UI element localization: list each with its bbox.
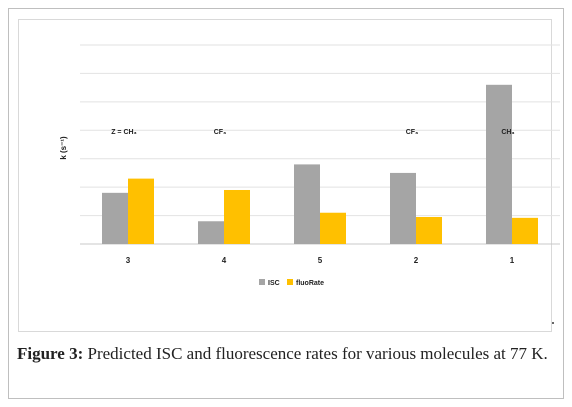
chart-area (18, 19, 552, 332)
annotation-label: Z = CH₃ (111, 129, 137, 136)
bar-fluoRate-2 (416, 216, 442, 244)
x-tick-label: 3 (126, 256, 131, 265)
legend-label-fluoRate: fluoRate (296, 280, 324, 287)
x-tick-label: 2 (414, 256, 419, 265)
bar-fluoRate-1 (512, 217, 538, 244)
bar-ISC-2 (390, 172, 416, 244)
x-tick-label: 1 (510, 256, 515, 265)
annotation-label: CF₃ (214, 129, 227, 136)
bar-ISC-1 (486, 84, 512, 244)
annotation-label: CF₃ (406, 129, 419, 136)
legend-swatch-ISC (259, 279, 265, 285)
bar-ISC-5 (294, 164, 320, 244)
annotation-label: CH₃ (501, 129, 514, 136)
bar-fluoRate-5 (320, 212, 346, 244)
legend-label-ISC: ISC (268, 280, 280, 287)
figure-frame (8, 8, 564, 399)
bar-ISC-4 (198, 221, 224, 244)
decorative-dot (552, 322, 554, 324)
legend-swatch-fluoRate (287, 279, 293, 285)
caption-text: Predicted ISC and fluorescence rates for… (83, 344, 548, 363)
x-tick-label: 5 (318, 256, 323, 265)
figure-caption: Figure 3: Predicted ISC and fluorescence… (17, 342, 557, 366)
bar-fluoRate-3 (128, 178, 154, 244)
bar-ISC-3 (102, 192, 128, 244)
bar-fluoRate-4 (224, 189, 250, 244)
x-tick-label: 4 (222, 256, 227, 265)
y-axis-label: k (s⁻¹) (59, 136, 68, 160)
caption-label: Figure 3: (17, 344, 84, 363)
